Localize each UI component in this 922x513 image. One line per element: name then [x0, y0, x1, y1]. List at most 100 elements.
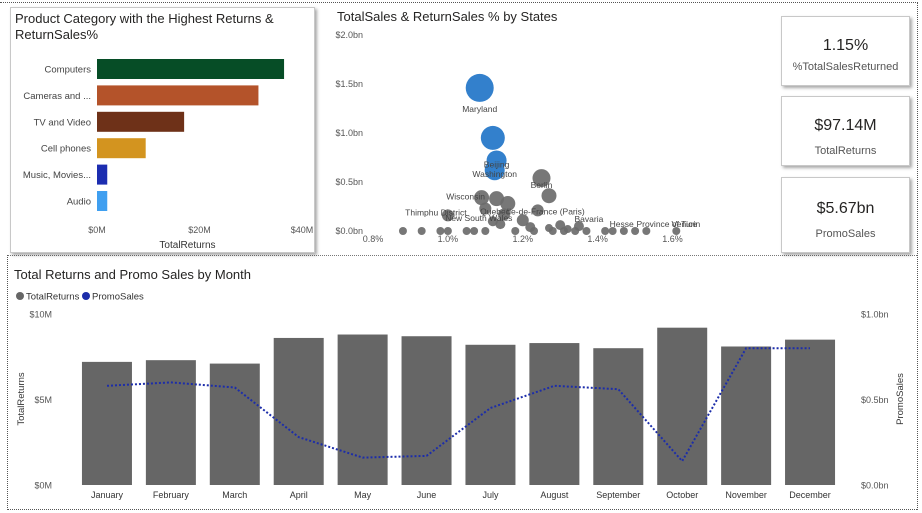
month-bar — [337, 334, 388, 485]
monthly-chart-title: Total Returns and Promo Sales by Month — [14, 267, 252, 282]
canvas-divider — [7, 255, 917, 256]
state-point — [470, 227, 479, 235]
legend-marker — [16, 292, 24, 300]
state-label: Berlin — [531, 180, 553, 190]
state-point — [601, 227, 610, 235]
y-tick-label: $0.0bn — [335, 226, 363, 236]
legend-label: TotalReturns — [26, 292, 80, 303]
month-bar — [657, 327, 708, 485]
month-label: April — [290, 490, 308, 500]
state-point — [498, 208, 511, 221]
canvas-border-left — [7, 255, 8, 510]
state-point — [441, 209, 454, 222]
state-point — [582, 227, 591, 235]
kpi-label: TotalReturns — [814, 145, 877, 157]
bar-category-label: Cameras and ... — [23, 91, 91, 102]
state-point — [608, 227, 617, 235]
kpi-value: $97.14M — [814, 117, 877, 134]
month-label: September — [596, 490, 640, 500]
month-label: March — [222, 490, 247, 500]
month-label: December — [789, 490, 831, 500]
x-axis-title: TotalReturns — [159, 240, 215, 251]
month-bar — [529, 343, 580, 485]
state-point — [511, 227, 520, 235]
state-label: Wisconsin — [446, 192, 485, 202]
bar-2 — [97, 111, 185, 132]
x-tick-label: 1.4% — [587, 234, 608, 244]
canvas-border-right — [917, 2, 918, 510]
state-point — [487, 216, 498, 227]
state-label: Thimphu District — [405, 207, 467, 217]
month-label: June — [417, 490, 437, 500]
y-right-tick-label: $1.0bn — [861, 310, 889, 320]
state-point — [481, 227, 490, 235]
y-tick-label: $1.0bn — [335, 128, 363, 138]
state-point — [398, 227, 407, 235]
month-label: October — [666, 490, 698, 500]
category-bar-chart: Computers Cameras and ... TV and Video Cell… — [23, 59, 314, 251]
x-tick-label: $0M — [88, 225, 106, 235]
state-point — [417, 227, 426, 235]
state-point — [489, 191, 505, 207]
bar-4 — [97, 164, 108, 185]
x-tick-label: $20M — [188, 225, 211, 235]
state-label: Beijing — [484, 159, 510, 169]
x-tick-label: 0.8% — [363, 234, 384, 244]
bar-category-label: Audio — [67, 197, 91, 208]
canvas-border-top — [0, 2, 918, 3]
y-tick-label: $1.5bn — [335, 79, 363, 89]
month-label: July — [482, 490, 499, 500]
state-point — [631, 227, 640, 235]
kpi-value: $5.67bn — [816, 200, 875, 217]
month-bar — [593, 348, 644, 485]
states-scatter-chart[interactable]: $0.0bn $0.5bn $1.0bn $1.5bn $2.0bn 0.8% 1.0% 1.… — [330, 26, 750, 246]
state-point — [436, 227, 445, 235]
bar-category-label: Cell phones — [41, 144, 91, 155]
category-returns-panel[interactable]: Product Category with the Highest Return… — [10, 7, 315, 253]
state-point — [516, 214, 529, 227]
y-left-tick-label: $5M — [34, 395, 52, 405]
y-right-tick-label: $0.0bn — [861, 481, 889, 491]
bar-category-label: Computers — [45, 65, 92, 76]
state-point-highlight — [484, 160, 505, 181]
month-bar — [721, 346, 772, 485]
state-point-highlight — [480, 125, 505, 150]
y-left-axis-title: TotalReturns — [16, 372, 27, 426]
state-point — [479, 202, 492, 215]
month-bar — [273, 337, 324, 485]
bar-category-label: Music, Movies... — [23, 170, 91, 181]
month-bar — [81, 361, 132, 485]
state-point — [548, 227, 557, 235]
x-tick-label: 1.2% — [513, 234, 534, 244]
y-right-axis-title: PromoSales — [895, 373, 906, 425]
kpi-card-returned-pct[interactable]: 1.15% %TotalSalesReturned — [781, 16, 910, 86]
y-tick-label: $2.0bn — [335, 30, 363, 40]
state-label: Maryland — [462, 104, 497, 114]
state-point — [474, 190, 490, 206]
month-label: February — [153, 490, 190, 500]
bar-1 — [97, 85, 259, 106]
y-left-tick-label: $0M — [34, 481, 52, 491]
x-tick-label: 1.6% — [662, 234, 683, 244]
month-bar — [401, 336, 452, 485]
x-tick-label: $40M — [291, 225, 314, 235]
kpi-value: 1.15% — [822, 37, 869, 54]
kpi-card-total-returns[interactable]: $97.14M TotalReturns — [781, 96, 910, 166]
bar-5 — [97, 191, 108, 211]
month-label: May — [354, 490, 372, 500]
kpi-card-promo-sales[interactable]: $5.67bn PromoSales — [781, 177, 910, 253]
kpi-label: %TotalSalesReturned — [792, 61, 899, 73]
month-bar — [465, 344, 516, 485]
monthly-combo-chart[interactable]: TotalReturns PromoSales $0M $5M $10M $0.0bn $0… — [10, 285, 915, 510]
y-right-tick-label: $0.5bn — [861, 395, 889, 405]
category-chart-title: Product Category with the Highest Return… — [15, 11, 274, 42]
promo-sales-line — [106, 347, 810, 463]
state-point — [531, 204, 544, 217]
bar-0 — [97, 59, 285, 79]
state-point — [619, 227, 628, 235]
state-label: Bavaria — [575, 214, 604, 224]
state-point — [571, 227, 580, 235]
month-bar — [145, 360, 196, 485]
state-label: Venice — [672, 219, 698, 229]
state-point — [530, 227, 539, 235]
